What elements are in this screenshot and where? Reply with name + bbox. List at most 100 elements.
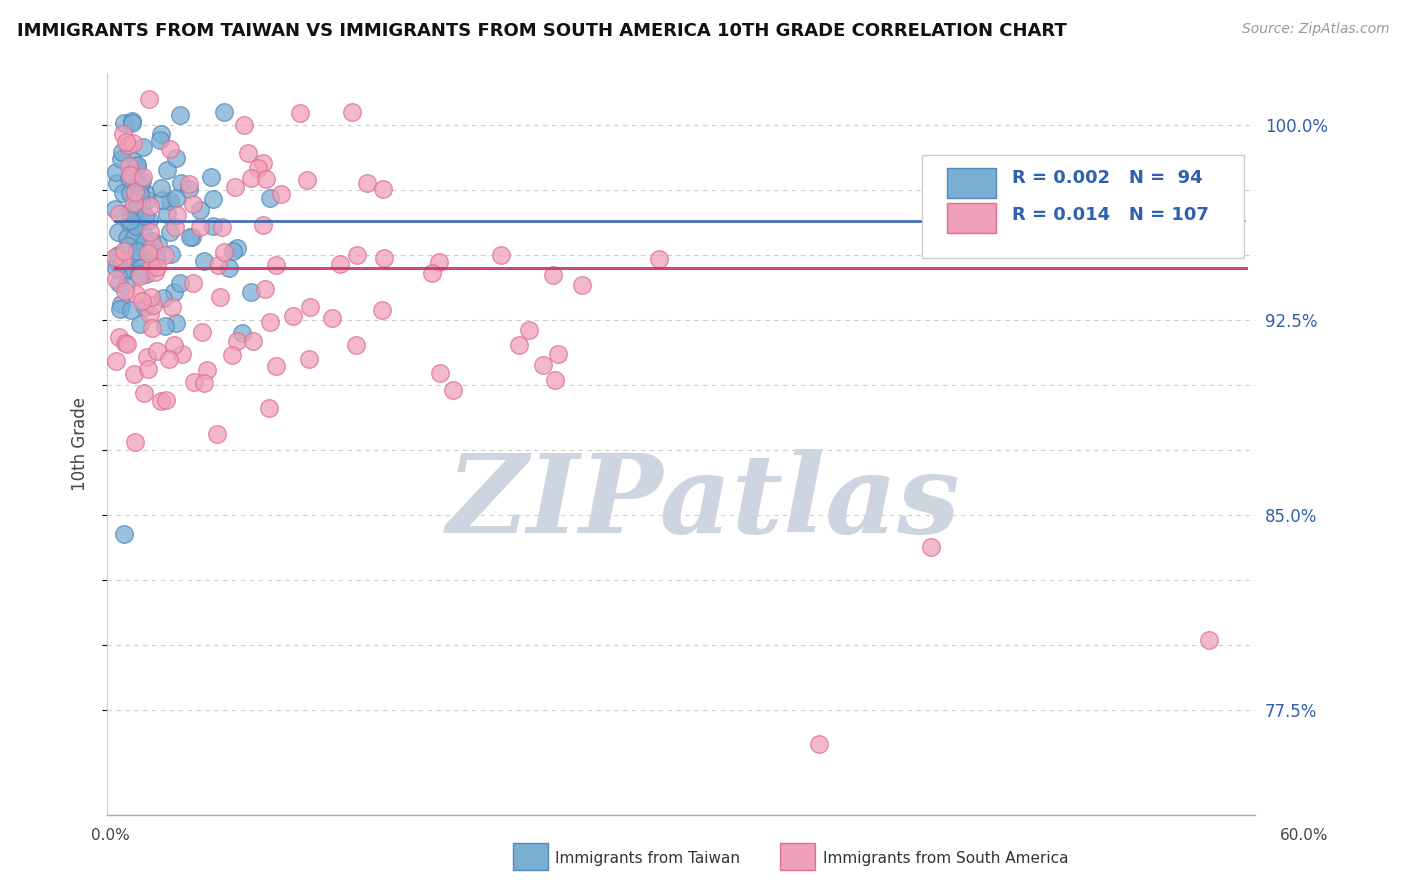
- Point: [298, 352, 321, 367]
- Point: [298, 300, 321, 314]
- Point: [200, 169, 222, 184]
- Point: [544, 373, 567, 387]
- Point: [142, 298, 165, 312]
- Point: [128, 178, 150, 192]
- Point: [188, 220, 211, 235]
- Point: [172, 347, 194, 361]
- Text: 0.0%: 0.0%: [91, 828, 131, 843]
- Point: [141, 234, 163, 248]
- Point: [232, 118, 254, 132]
- Point: [180, 230, 202, 244]
- Point: [221, 348, 243, 362]
- Point: [134, 235, 156, 249]
- Point: [142, 238, 165, 252]
- Point: [115, 337, 138, 351]
- Point: [127, 159, 149, 173]
- Point: [104, 272, 127, 286]
- Point: [211, 219, 233, 234]
- Point: [166, 316, 188, 330]
- Point: [254, 172, 277, 186]
- Point: [489, 248, 512, 262]
- Point: [120, 203, 142, 218]
- Point: [420, 266, 443, 280]
- Point: [177, 182, 200, 196]
- Point: [105, 255, 128, 269]
- Point: [127, 198, 149, 212]
- Point: [266, 359, 288, 374]
- Point: [104, 250, 127, 264]
- Point: [508, 337, 530, 351]
- Point: [139, 199, 162, 213]
- Point: [121, 116, 143, 130]
- Point: [128, 187, 150, 202]
- Point: [118, 159, 141, 173]
- Point: [150, 193, 173, 207]
- Text: ZIPatlas: ZIPatlas: [447, 450, 962, 557]
- Point: [131, 240, 153, 254]
- Point: [252, 156, 274, 170]
- Point: [129, 261, 152, 276]
- Point: [212, 105, 235, 120]
- Point: [321, 310, 343, 325]
- Point: [165, 219, 187, 234]
- Point: [107, 176, 129, 190]
- Point: [139, 307, 162, 321]
- Point: [125, 158, 148, 172]
- Text: Source: ZipAtlas.com: Source: ZipAtlas.com: [1241, 22, 1389, 37]
- Point: [259, 315, 281, 329]
- Point: [122, 153, 145, 168]
- Point: [342, 105, 364, 120]
- Point: [138, 92, 160, 106]
- Point: [118, 168, 141, 182]
- Point: [152, 291, 174, 305]
- Point: [162, 338, 184, 352]
- Point: [114, 264, 136, 278]
- Point: [114, 336, 136, 351]
- Point: [181, 197, 204, 211]
- Point: [373, 251, 395, 265]
- Point: [128, 268, 150, 282]
- Point: [122, 368, 145, 382]
- Point: [110, 302, 132, 317]
- Point: [132, 140, 155, 154]
- Point: [163, 285, 186, 299]
- Text: Immigrants from South America: Immigrants from South America: [823, 851, 1069, 865]
- Point: [531, 358, 554, 372]
- Text: R = 0.002   N =  94: R = 0.002 N = 94: [1012, 169, 1202, 187]
- Point: [236, 146, 259, 161]
- Point: [159, 226, 181, 240]
- Point: [118, 186, 141, 200]
- Point: [270, 186, 292, 201]
- Point: [259, 190, 281, 204]
- Point: [136, 246, 159, 260]
- Point: [193, 254, 215, 268]
- Point: [112, 127, 135, 141]
- Point: [131, 174, 153, 188]
- Point: [165, 151, 187, 165]
- Point: [188, 203, 211, 218]
- Point: [118, 213, 141, 227]
- Point: [121, 114, 143, 128]
- Point: [112, 526, 135, 541]
- Point: [571, 278, 593, 293]
- Point: [344, 337, 367, 351]
- Point: [160, 247, 183, 261]
- Point: [124, 185, 146, 199]
- Point: [110, 297, 132, 311]
- Point: [254, 282, 277, 296]
- Point: [257, 401, 280, 415]
- Point: [226, 241, 249, 255]
- Point: [127, 177, 149, 191]
- Point: [129, 197, 152, 211]
- Point: [135, 351, 157, 365]
- Point: [281, 309, 304, 323]
- Point: [128, 268, 150, 283]
- Point: [117, 215, 139, 229]
- Point: [155, 392, 177, 407]
- Point: [128, 218, 150, 232]
- Point: [138, 213, 160, 227]
- Point: [159, 142, 181, 156]
- Point: [195, 362, 218, 376]
- Point: [118, 170, 141, 185]
- Point: [150, 127, 173, 141]
